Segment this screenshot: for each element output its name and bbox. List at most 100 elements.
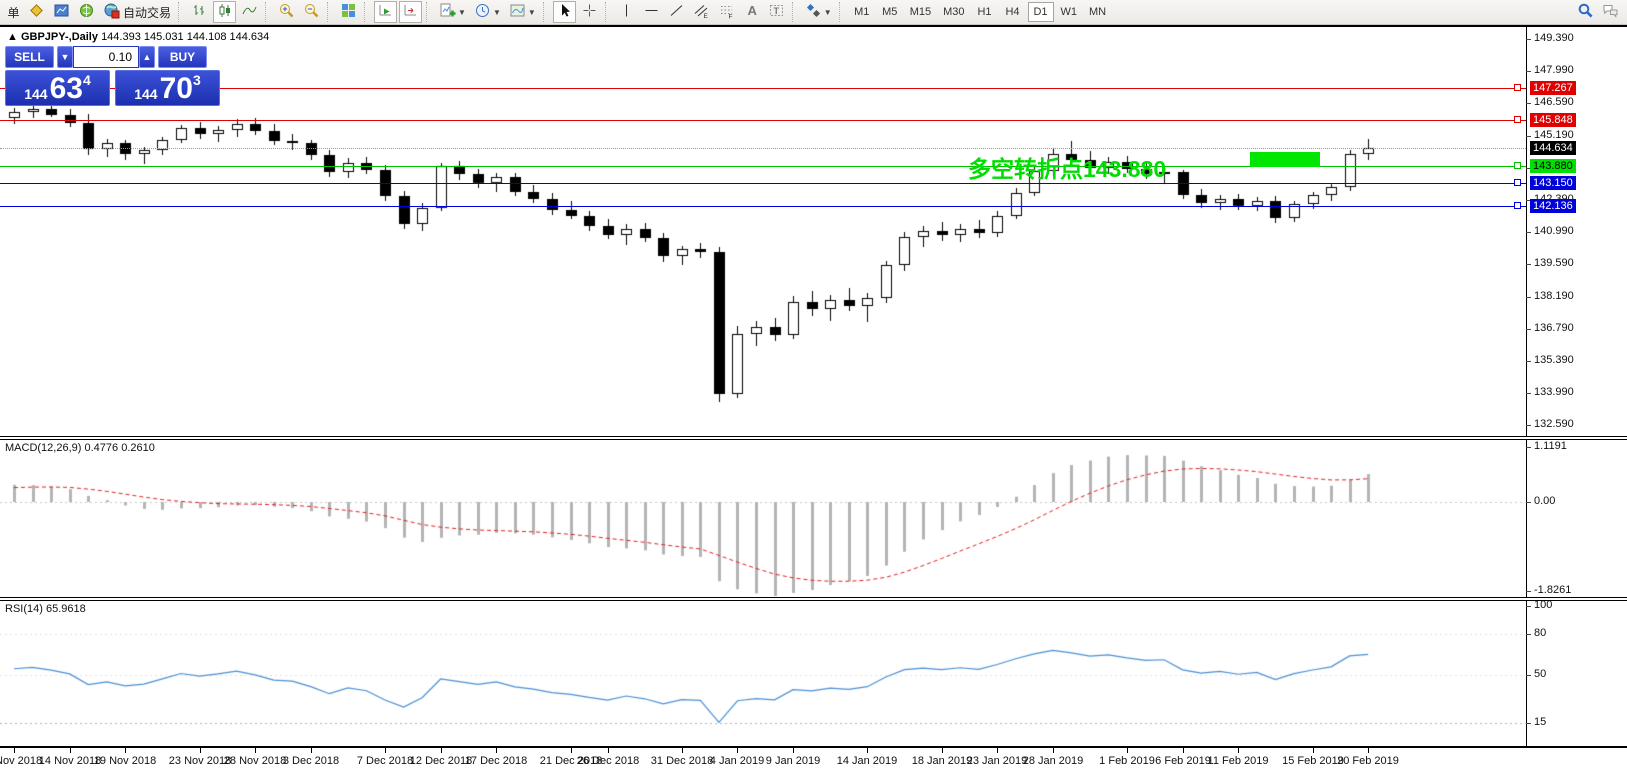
- price-line-tag: 143.150: [1530, 176, 1576, 190]
- date-label: 14 Jan 2019: [836, 755, 898, 767]
- auto-scroll-button[interactable]: [374, 1, 398, 23]
- metaeditor-button[interactable]: [25, 1, 48, 23]
- template-icon: [509, 2, 526, 22]
- volume-down-button[interactable]: ▼: [57, 46, 73, 68]
- date-label: 9 Jan 2019: [765, 755, 821, 767]
- timeframe-m5-button[interactable]: M5: [882, 6, 898, 18]
- price-tick-tickmark: [1526, 329, 1531, 330]
- chart-annotation[interactable]: 多空转折点143.880: [968, 156, 1167, 183]
- hline-handle[interactable]: [1514, 116, 1521, 123]
- rsi-scale-tick: 50: [1534, 668, 1547, 680]
- new-order-button[interactable]: 单: [7, 5, 20, 20]
- search-icon: [1577, 2, 1594, 22]
- bar-chart-button[interactable]: [188, 1, 211, 23]
- autotrading-button[interactable]: 自动交易: [100, 1, 174, 23]
- data-center-button[interactable]: [75, 1, 98, 23]
- pane-separator-2[interactable]: [0, 597, 1627, 601]
- time-tickmark: [200, 748, 201, 753]
- hline-145.848[interactable]: [0, 120, 1526, 121]
- time-tickmark: [70, 748, 71, 753]
- cursor-button[interactable]: [552, 1, 576, 23]
- date-label: 15 Feb 2019: [1282, 755, 1344, 767]
- zoom-in-button[interactable]: [275, 1, 298, 23]
- volume-input[interactable]: [73, 46, 139, 68]
- periods-button[interactable]: ▼: [471, 1, 504, 23]
- buy-button[interactable]: BUY: [158, 46, 207, 68]
- equidistant-channel-button[interactable]: E: [690, 1, 713, 23]
- macd-scale-tick-tickmark: [1526, 591, 1531, 592]
- volume-up-icon: ▲: [142, 52, 152, 62]
- chart-window: ▲ GBPJPY-,Daily 144.393 145.031 144.108 …: [0, 25, 1627, 771]
- chat-button[interactable]: [1599, 1, 1622, 23]
- tile-windows-button[interactable]: [337, 1, 360, 23]
- horizontal-line-button[interactable]: [640, 1, 663, 23]
- hline-147.267[interactable]: [0, 88, 1526, 89]
- chart-shift-icon: [402, 2, 419, 22]
- time-tickmark: [997, 748, 998, 753]
- indicators-button[interactable]: ▼: [436, 1, 469, 23]
- fibonacci-button[interactable]: F: [715, 1, 738, 23]
- time-tickmark: [608, 748, 609, 753]
- rsi-indicator-label: RSI(14) 65.9618: [5, 603, 86, 615]
- chart-shift-button[interactable]: [399, 1, 423, 23]
- timeframe-m30-button[interactable]: M30: [943, 6, 965, 18]
- toolbar-separator: [791, 2, 798, 22]
- vertical-line-button[interactable]: [615, 1, 638, 23]
- time-tickmark: [125, 748, 126, 753]
- trendline-icon: [668, 2, 685, 22]
- timeframe-m15-button[interactable]: M15: [909, 6, 932, 18]
- rsi-scale-tick: 80: [1534, 627, 1547, 639]
- zoom-out-button[interactable]: [300, 1, 323, 23]
- sell-price-box[interactable]: 144 63 4: [5, 70, 110, 106]
- macd-scale-tick: 0.00: [1534, 495, 1556, 507]
- collapse-icon[interactable]: ▲: [7, 31, 18, 43]
- text-label-button[interactable]: T: [765, 1, 788, 23]
- timeframe-w1-button[interactable]: W1: [1060, 6, 1078, 18]
- arrows-button[interactable]: ▼: [802, 1, 835, 23]
- text-button[interactable]: A: [740, 1, 763, 23]
- timeframe-m1-button[interactable]: M1: [854, 6, 870, 18]
- current-price-tag: 144.634: [1530, 141, 1576, 155]
- pane-separator-1[interactable]: [0, 436, 1627, 440]
- hline-143.880[interactable]: [0, 166, 1526, 167]
- time-tickmark: [942, 748, 943, 753]
- time-tickmark: [1183, 748, 1184, 753]
- market-watch-button[interactable]: [50, 1, 73, 23]
- time-tickmark: [1368, 748, 1369, 753]
- macd-scale-tick: -1.8261: [1534, 584, 1572, 596]
- sell-price-prefix: 144: [24, 86, 48, 102]
- templates-button[interactable]: ▼: [506, 1, 539, 23]
- line-chart-button[interactable]: [238, 1, 261, 23]
- trendline-button[interactable]: [665, 1, 688, 23]
- timeframe-mn-button[interactable]: MN: [1089, 6, 1107, 18]
- search-button[interactable]: [1574, 1, 1597, 23]
- price-chart-canvas[interactable]: [0, 25, 1627, 771]
- timeframe-h4-button[interactable]: H4: [1005, 6, 1020, 18]
- green-rect-drawing[interactable]: [1250, 152, 1320, 167]
- date-label: 18 Jan 2019: [911, 755, 973, 767]
- candlestick-chart-button[interactable]: [213, 1, 237, 23]
- sell-price-sup: 4: [82, 72, 91, 88]
- date-label: 11 Feb 2019: [1207, 755, 1269, 767]
- sell-price-big: 63: [49, 72, 83, 105]
- sell-button[interactable]: SELL: [5, 46, 54, 68]
- buy-price-box[interactable]: 144 70 3: [115, 70, 220, 106]
- date-label: 14 Nov 2018: [38, 755, 102, 767]
- dropdown-arrow-icon: ▼: [492, 7, 501, 17]
- globe-stop-icon: [103, 2, 120, 22]
- hline-handle[interactable]: [1514, 202, 1521, 209]
- hline-handle[interactable]: [1514, 162, 1521, 169]
- current-price-line[interactable]: [0, 148, 1526, 149]
- timeframe-h1-button[interactable]: H1: [977, 6, 992, 18]
- hline-143.150[interactable]: [0, 183, 1526, 184]
- hline-handle[interactable]: [1514, 179, 1521, 186]
- hline-142.136[interactable]: [0, 206, 1526, 207]
- arrows-icon: [805, 2, 822, 22]
- volume-up-button[interactable]: ▲: [139, 46, 155, 68]
- hline-handle[interactable]: [1514, 84, 1521, 91]
- price-tick: 132.590: [1534, 418, 1574, 430]
- date-label: 7 Dec 2018: [356, 755, 414, 767]
- timeframe-d1-button[interactable]: D1: [1027, 2, 1054, 22]
- date-label: 31 Dec 2018: [650, 755, 714, 767]
- crosshair-button[interactable]: [578, 1, 601, 23]
